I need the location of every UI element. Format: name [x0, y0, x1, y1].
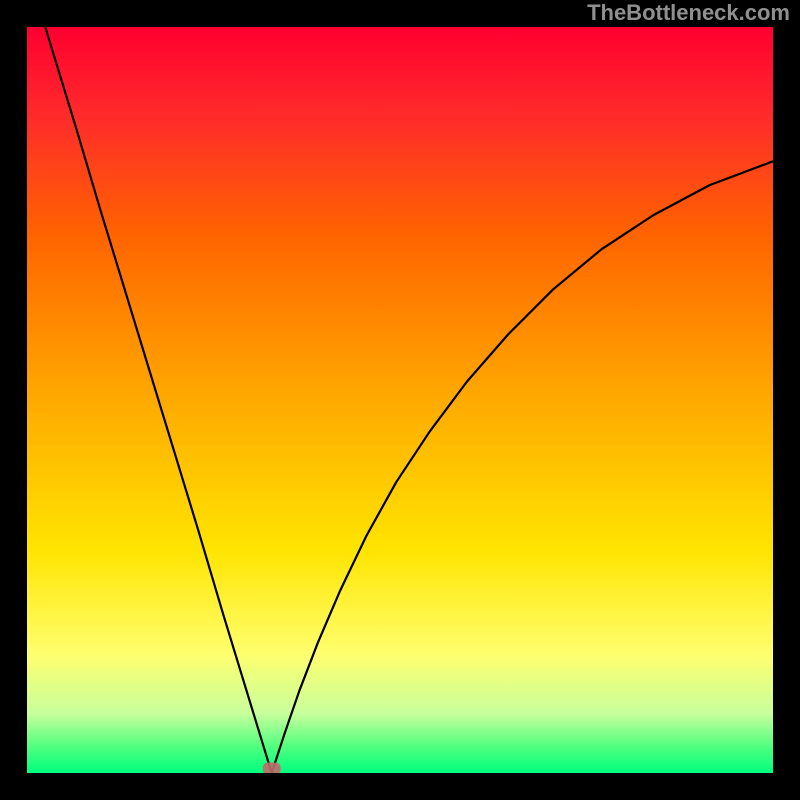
watermark-text: TheBottleneck.com: [587, 0, 790, 26]
plot-area: [27, 27, 773, 773]
canvas: TheBottleneck.com: [0, 0, 800, 800]
min-marker: [263, 763, 281, 773]
gradient-background: [27, 27, 773, 773]
